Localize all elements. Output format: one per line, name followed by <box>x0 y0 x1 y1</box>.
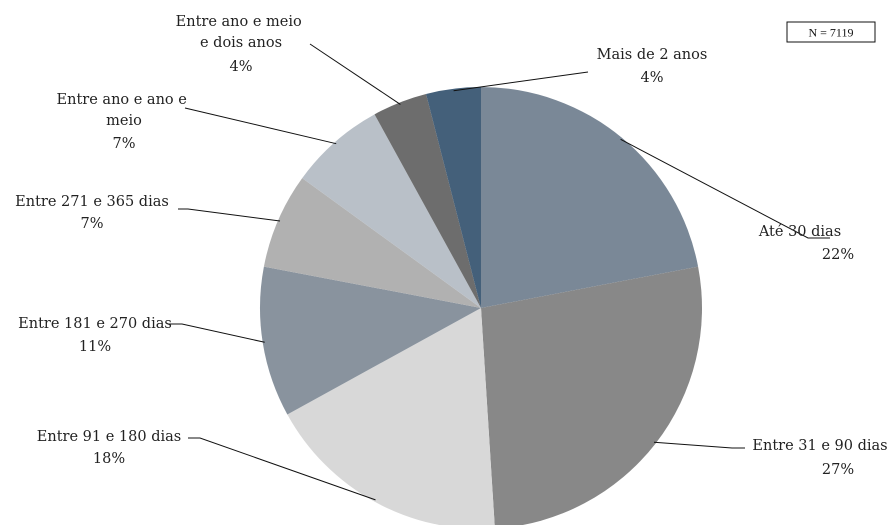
slice-label-entre-181-e-270-dias: Entre 181 e 270 dias 11% <box>18 316 172 355</box>
leader-lines <box>168 43 830 501</box>
slice-percent: 4% <box>640 70 663 86</box>
slice-percent: 18% <box>93 451 125 467</box>
slice-percent: 7% <box>112 136 135 152</box>
slice-name: Mais de 2 anos <box>597 47 708 63</box>
slice-percent: 22% <box>822 247 854 263</box>
leader-line <box>309 43 401 105</box>
slice-name: Entre 181 e 270 dias <box>18 316 172 332</box>
leader-line <box>653 441 745 449</box>
slice-name: Entre 91 e 180 dias <box>37 429 181 445</box>
slice-label-mais-de-2-anos: Mais de 2 anos 4% <box>597 47 708 86</box>
sample-size-box <box>786 21 876 43</box>
pie-slice <box>481 266 702 525</box>
slice-label-entre-ano-e-ano-e-meio: Entre ano e ano e meio 7% <box>57 92 192 152</box>
slice-name: Entre 271 e 365 dias <box>15 194 169 210</box>
slice-name: Entre ano e ano e meio <box>57 92 192 129</box>
pie-slice <box>302 114 481 308</box>
pie-slice <box>481 87 699 308</box>
slice-name: Até 30 dias <box>758 224 841 240</box>
pie-slice <box>259 266 481 415</box>
pie-slice <box>287 308 495 525</box>
slice-label-entre-31-e-90-dias: Entre 31 e 90 dias 27% <box>752 438 887 478</box>
slice-label-entre-91-e-180-dias: Entre 91 e 180 dias 18% <box>37 429 181 467</box>
slice-name: Entre ano e meio e dois anos <box>176 14 307 51</box>
leader-line <box>184 107 337 145</box>
slice-label-entre-ano-e-meio-e-dois-anos: Entre ano e meio e dois anos 4% <box>176 14 307 75</box>
pie-slices <box>259 86 702 525</box>
slice-label-ate-30-dias: Até 30 dias 22% <box>758 224 854 263</box>
pie-slice <box>263 178 481 308</box>
leader-line <box>620 138 830 239</box>
slice-label-entre-271-e-365-dias: Entre 271 e 365 dias 7% <box>15 194 169 232</box>
pie-slice <box>374 93 481 308</box>
leader-line <box>188 437 376 501</box>
slice-name: Entre 31 e 90 dias <box>752 438 887 454</box>
pie-slice <box>426 86 481 308</box>
slice-percent: 4% <box>229 59 252 75</box>
leader-line <box>178 208 281 222</box>
leader-line <box>453 71 589 92</box>
slice-percent: 27% <box>822 462 854 478</box>
slice-percent: 7% <box>80 216 103 232</box>
leader-line <box>168 323 265 343</box>
sample-size-label: N = 7119 <box>809 26 854 40</box>
slice-percent: 11% <box>79 339 111 355</box>
